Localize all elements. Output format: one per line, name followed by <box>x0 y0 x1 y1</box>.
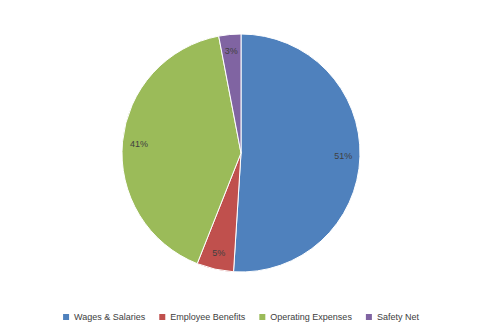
chart: 51% 5% 41% 3% Wages & Salaries Employee Benef… <box>0 0 482 335</box>
data-label: 51% <box>334 151 352 161</box>
pie: 51% 5% 41% 3% <box>122 34 360 272</box>
legend-label: Wages & Salaries <box>74 312 146 322</box>
legend-swatch <box>366 314 372 320</box>
legend-swatch <box>63 314 69 320</box>
legend-label: Safety Net <box>377 312 420 322</box>
data-label: 41% <box>130 139 148 149</box>
legend-item: Operating Expenses <box>259 312 352 322</box>
legend: Wages & Salaries Employee Benefits Operati… <box>63 312 419 322</box>
data-label: 5% <box>212 248 225 258</box>
pie-slice <box>219 34 241 153</box>
legend-item: Safety Net <box>366 312 420 322</box>
pie-slice <box>122 36 241 264</box>
legend-label: Operating Expenses <box>270 312 352 322</box>
legend-label: Employee Benefits <box>170 312 246 322</box>
legend-item: Wages & Salaries <box>63 312 146 322</box>
legend-swatch <box>159 314 165 320</box>
pie-slice <box>234 34 360 272</box>
legend-item: Employee Benefits <box>159 312 246 322</box>
legend-swatch <box>259 314 265 320</box>
data-label: 3% <box>225 46 238 56</box>
